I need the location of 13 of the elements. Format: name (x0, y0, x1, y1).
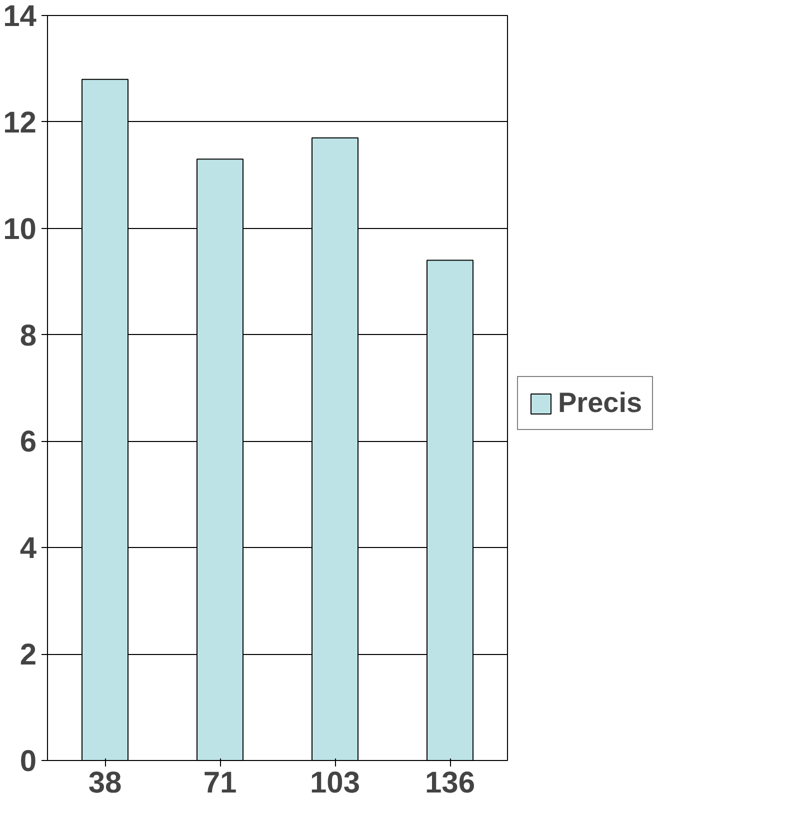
y-tick-label: 10 (3, 212, 37, 246)
y-tick-label: 4 (20, 532, 37, 566)
y-tick-label: 2 (20, 638, 37, 672)
y-tick-label: 6 (20, 426, 37, 459)
x-tick-label: 136 (424, 766, 476, 800)
x-tick-label: 103 (310, 766, 360, 800)
legend-label: Precis (558, 387, 642, 419)
y-tick-label: 12 (3, 106, 37, 140)
y-tick-label: 14 (3, 0, 37, 33)
y-tick-label: 0 (20, 745, 37, 778)
x-tick-label: 71 (203, 766, 237, 800)
y-tick-label: 8 (20, 319, 37, 352)
x-tick-label: 38 (88, 766, 122, 800)
